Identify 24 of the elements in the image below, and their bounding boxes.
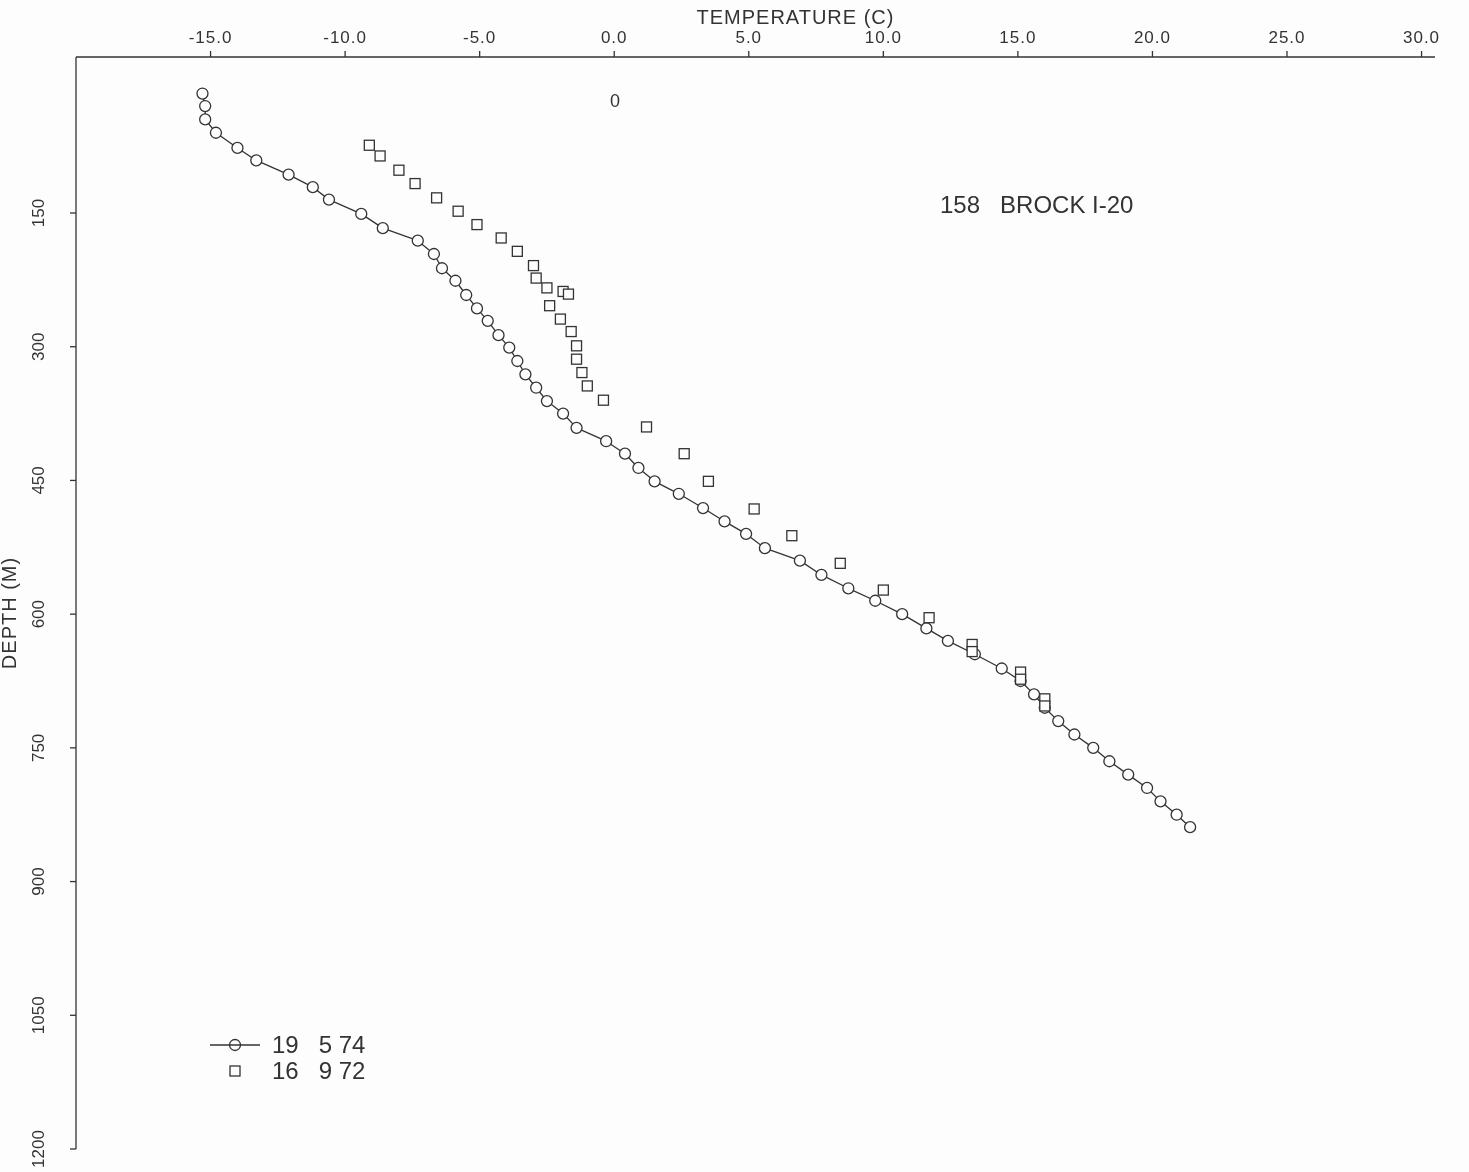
x-tick-label: 10.0: [864, 28, 902, 47]
y-tick-label: 450: [28, 466, 48, 495]
x-axis-title: TEMPERATURE (C): [696, 6, 895, 28]
annotation: 158 BROCK I-20: [940, 191, 1134, 218]
x-tick-label: -5.0: [463, 28, 497, 47]
y-tick-label: 1200: [28, 1130, 48, 1168]
x-tick-label: 30.0: [1403, 28, 1441, 47]
x-tick-label: -15.0: [188, 28, 233, 47]
y-axis-title: DEPTH (M): [0, 556, 20, 670]
y-tick-label: 300: [28, 332, 48, 361]
y-tick-label: 600: [28, 599, 48, 629]
y-tick-label: 1050: [28, 996, 48, 1035]
x-tick-label: 0.0: [600, 28, 628, 47]
x-tick-label: -10.0: [323, 28, 367, 47]
y-tick-label: 900: [28, 867, 48, 896]
x-tick-label: 5.0: [735, 28, 763, 47]
annotation: 0: [609, 91, 621, 111]
x-tick-label: 25.0: [1268, 28, 1306, 47]
legend-label: 19 5 74: [272, 1031, 366, 1059]
x-tick-label: 15.0: [999, 28, 1037, 47]
x-tick-label: 20.0: [1133, 28, 1171, 47]
y-tick-label: 150: [28, 198, 48, 228]
legend-label: 16 9 72: [272, 1057, 366, 1085]
y-tick-label: 750: [28, 733, 48, 763]
